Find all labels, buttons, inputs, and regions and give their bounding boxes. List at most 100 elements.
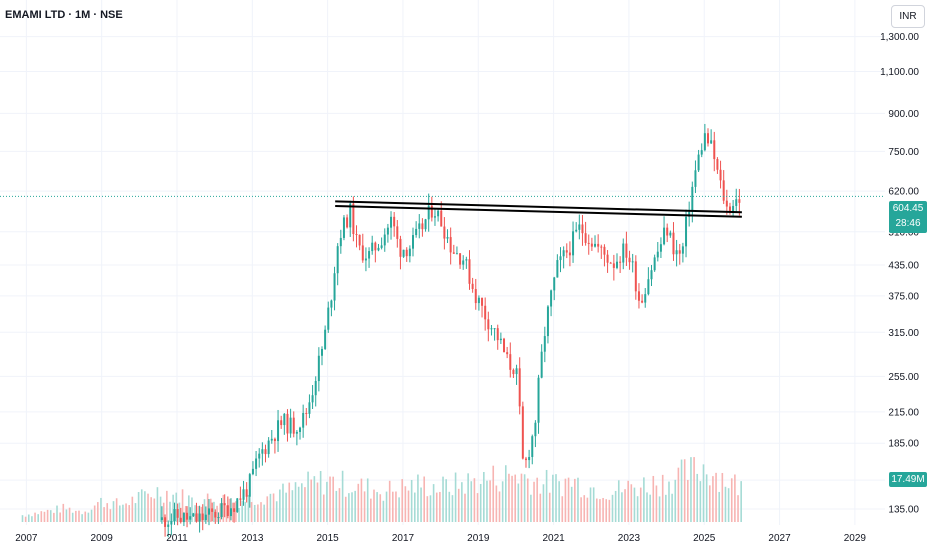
volume-bar <box>712 476 714 522</box>
volume-bar <box>407 490 410 522</box>
candle-body <box>644 294 647 303</box>
volume-bar <box>326 481 328 522</box>
candle-body <box>186 512 189 520</box>
candle-body <box>330 300 333 308</box>
candle-body <box>245 489 248 497</box>
currency-button[interactable]: INR <box>891 5 925 28</box>
candle-body <box>236 498 239 512</box>
volume-bar <box>702 464 705 522</box>
candle-body <box>220 503 223 518</box>
volume-bar <box>655 485 658 522</box>
y-tick-label: 135.00 <box>888 504 919 515</box>
volume-bar <box>633 487 636 522</box>
candle-body <box>641 300 644 303</box>
candle-body <box>728 206 731 213</box>
trendline[interactable] <box>335 200 742 214</box>
y-tick-label: 255.00 <box>888 372 919 383</box>
volume-bar <box>599 499 601 522</box>
volume-bar <box>84 511 87 522</box>
volume-bar <box>46 509 49 522</box>
volume-bar <box>461 482 463 522</box>
candle-body <box>490 328 493 330</box>
volume-bar <box>451 495 454 522</box>
candle-body <box>248 474 251 497</box>
volume-bar <box>658 496 661 522</box>
volume-bar <box>112 501 115 522</box>
volume-bar <box>250 502 253 522</box>
candle-body <box>267 440 270 455</box>
trendline[interactable] <box>335 205 742 218</box>
volume-bar <box>34 512 36 522</box>
price-axis[interactable]: 1,300.001,100.00900.00750.00620.00510.00… <box>880 32 919 515</box>
volume-bar <box>341 470 344 522</box>
volume-bar <box>439 491 441 522</box>
volume-bar <box>542 484 545 522</box>
volume-bar <box>59 512 61 522</box>
volume-bar <box>266 496 269 522</box>
volume-bar <box>517 483 520 522</box>
volume-bar <box>740 481 742 522</box>
candle-body <box>371 242 374 252</box>
x-tick-label: 2007 <box>15 533 38 544</box>
volume-bar <box>727 488 730 522</box>
y-tick-label: 185.00 <box>888 439 919 450</box>
volume-bar <box>27 514 30 522</box>
candle-body <box>179 517 182 523</box>
volume-bar <box>473 478 476 522</box>
candle-body <box>167 524 170 527</box>
volume-bar <box>291 490 294 522</box>
candle-body <box>612 263 615 268</box>
candle-body <box>195 513 198 522</box>
candle-body <box>540 351 543 378</box>
volume-bar <box>621 492 623 522</box>
candle-body <box>182 512 185 523</box>
volume-bar <box>191 497 193 522</box>
volume-bar <box>498 491 501 522</box>
volume-bar <box>21 515 24 522</box>
candle-body <box>600 246 603 248</box>
candle-body <box>465 259 468 261</box>
candle-body <box>459 253 462 265</box>
time-axis[interactable]: 2007 2009 2011 2013 2015 2017 2019 2021 2023 2025… <box>15 533 866 544</box>
volume-bar <box>379 494 382 522</box>
candle-body <box>521 406 524 459</box>
bar-countdown: 28:46 <box>895 218 921 229</box>
candle-body <box>201 513 204 521</box>
volume-bar <box>175 492 178 522</box>
volume-bar <box>643 477 645 522</box>
volume-bar <box>216 505 218 522</box>
volume-bar <box>661 474 664 522</box>
candle-body <box>619 261 622 263</box>
volume-bar <box>567 477 570 522</box>
candle-body <box>402 249 405 257</box>
volume-bar <box>247 494 250 522</box>
volume-bar <box>103 507 105 522</box>
volume-bar <box>445 479 447 522</box>
candle-body <box>308 402 311 414</box>
candle-body <box>327 307 330 330</box>
volume-bar <box>263 504 265 522</box>
candle-body <box>697 154 700 171</box>
candle-body <box>572 231 575 256</box>
candle-body <box>669 232 672 236</box>
volume-bar <box>577 477 579 522</box>
candle-body <box>663 227 666 245</box>
volume-bar <box>370 498 372 522</box>
candle-body <box>361 245 364 261</box>
volume-bar <box>282 483 284 522</box>
candle-body <box>198 513 201 522</box>
volume-bar <box>360 478 363 522</box>
volume-bar <box>570 486 573 522</box>
volume-bar <box>153 498 156 522</box>
volume-bar <box>470 481 473 522</box>
volume-bar <box>65 509 68 522</box>
candle-body <box>722 180 725 201</box>
volume-bar <box>523 474 526 522</box>
candle-body <box>286 413 289 434</box>
y-tick-label: 435.00 <box>888 260 919 271</box>
candle-body <box>302 412 305 428</box>
candle-body <box>396 226 399 239</box>
volume-bar <box>504 465 507 522</box>
volume-bar <box>410 479 413 522</box>
